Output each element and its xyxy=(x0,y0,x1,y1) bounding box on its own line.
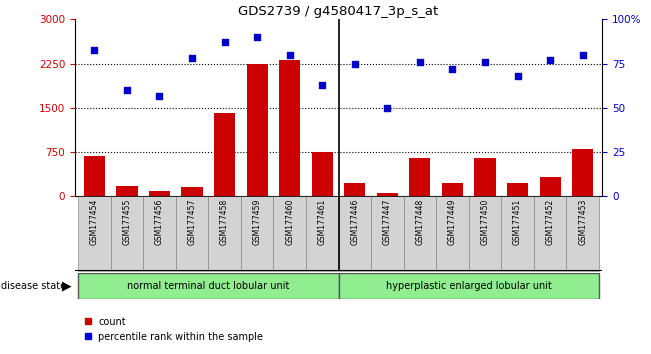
Point xyxy=(512,73,523,79)
Bar xyxy=(344,183,365,196)
Text: GSM177457: GSM177457 xyxy=(187,199,197,245)
Legend: count, percentile rank within the sample: count, percentile rank within the sample xyxy=(79,313,267,346)
Text: normal terminal duct lobular unit: normal terminal duct lobular unit xyxy=(127,281,290,291)
Bar xyxy=(279,59,300,196)
Text: GSM177453: GSM177453 xyxy=(578,199,587,245)
Bar xyxy=(534,196,566,271)
Bar xyxy=(566,196,599,271)
Text: hyperplastic enlarged lobular unit: hyperplastic enlarged lobular unit xyxy=(386,281,551,291)
Point xyxy=(154,93,165,98)
Bar xyxy=(442,183,463,196)
Point xyxy=(284,52,295,58)
Text: GSM177449: GSM177449 xyxy=(448,199,457,245)
Point xyxy=(415,59,425,65)
Text: GSM177454: GSM177454 xyxy=(90,199,99,245)
Point xyxy=(545,57,555,63)
Bar xyxy=(176,196,208,271)
Bar xyxy=(572,149,593,196)
Bar xyxy=(339,273,599,299)
Bar xyxy=(143,196,176,271)
Text: GSM177459: GSM177459 xyxy=(253,199,262,245)
Bar xyxy=(475,158,495,196)
Bar xyxy=(273,196,306,271)
Point xyxy=(219,40,230,45)
Text: ▶: ▶ xyxy=(62,279,72,292)
Bar xyxy=(78,196,111,271)
Bar xyxy=(182,187,202,196)
Bar xyxy=(214,113,235,196)
Point xyxy=(480,59,490,65)
Bar xyxy=(247,64,268,196)
Bar xyxy=(339,196,371,271)
Text: GSM177458: GSM177458 xyxy=(220,199,229,245)
Text: GSM177448: GSM177448 xyxy=(415,199,424,245)
Bar xyxy=(208,196,241,271)
Text: GSM177450: GSM177450 xyxy=(480,199,490,245)
Point xyxy=(187,56,197,61)
Point xyxy=(252,34,262,40)
Text: GSM177451: GSM177451 xyxy=(513,199,522,245)
Point xyxy=(447,66,458,72)
Point xyxy=(89,47,100,52)
Bar xyxy=(404,196,436,271)
Point xyxy=(317,82,327,88)
Bar xyxy=(371,196,404,271)
Bar xyxy=(117,187,137,196)
Point xyxy=(382,105,393,111)
Bar xyxy=(312,152,333,196)
Bar xyxy=(540,177,561,196)
Text: GSM177460: GSM177460 xyxy=(285,199,294,245)
Text: GSM177461: GSM177461 xyxy=(318,199,327,245)
Bar xyxy=(507,183,528,196)
Bar xyxy=(111,196,143,271)
Bar xyxy=(84,156,105,196)
Title: GDS2739 / g4580417_3p_s_at: GDS2739 / g4580417_3p_s_at xyxy=(238,5,439,18)
Text: GSM177452: GSM177452 xyxy=(546,199,555,245)
Bar xyxy=(377,193,398,196)
Text: GSM177447: GSM177447 xyxy=(383,199,392,245)
Bar xyxy=(501,196,534,271)
Point xyxy=(350,61,360,67)
Bar xyxy=(149,191,170,196)
Text: GSM177446: GSM177446 xyxy=(350,199,359,245)
Point xyxy=(577,52,588,58)
Bar xyxy=(469,196,501,271)
Text: GSM177456: GSM177456 xyxy=(155,199,164,245)
Text: disease state: disease state xyxy=(1,281,66,291)
Bar xyxy=(436,196,469,271)
Bar xyxy=(306,196,339,271)
Point xyxy=(122,87,132,93)
Text: GSM177455: GSM177455 xyxy=(122,199,132,245)
Bar xyxy=(241,196,273,271)
Bar xyxy=(409,158,430,196)
Bar xyxy=(78,273,339,299)
